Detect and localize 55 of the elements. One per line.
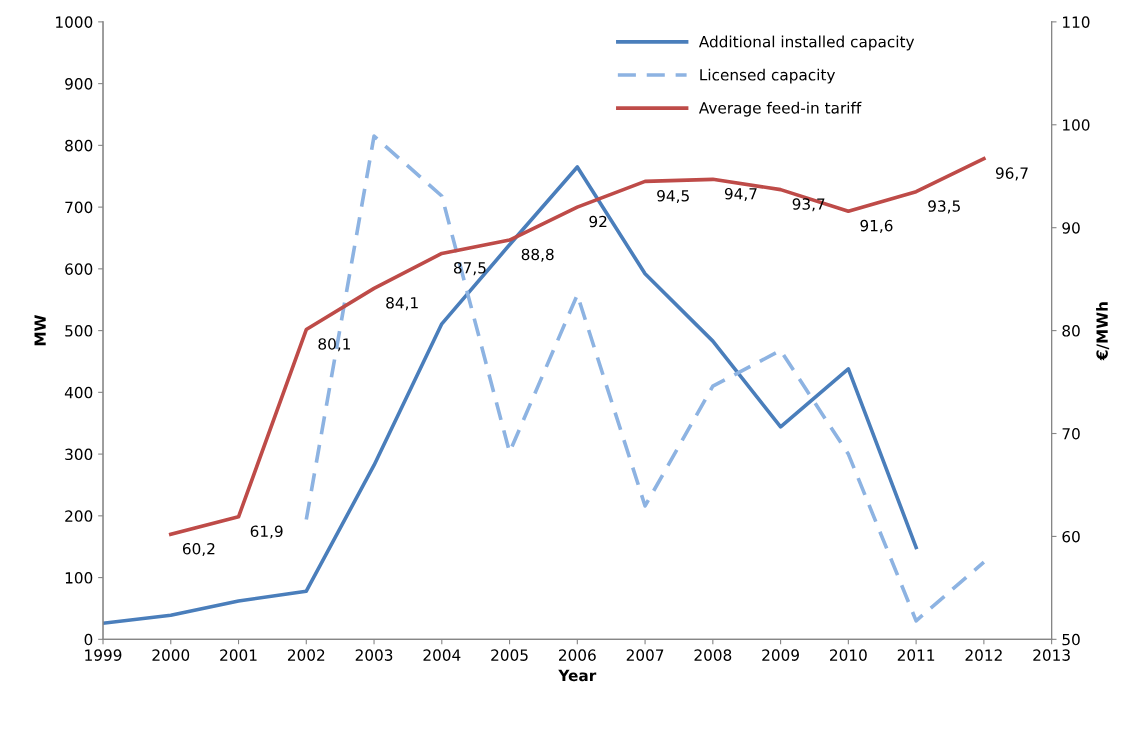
data-label: 80,1 [318, 338, 350, 352]
line-series [168, 156, 986, 537]
y-axis-title: MW [34, 315, 46, 346]
y2-tick-label: 80 [1062, 325, 1080, 337]
y-tick-label: 500 [65, 325, 93, 337]
data-label: 94,5 [657, 189, 689, 204]
data-label: 93,7 [792, 198, 825, 212]
data-label: 88,8 [521, 248, 554, 262]
y2-tick-label: 100 [1063, 119, 1090, 131]
x-axis-title: Year [558, 669, 597, 682]
y-tick-label: 0 [84, 633, 93, 646]
y-tick-label: 900 [65, 78, 93, 90]
y2-tick-label: 60 [1062, 530, 1080, 543]
y-tick-label: 700 [65, 201, 93, 214]
x-tick-label: 2003 [355, 649, 393, 661]
x-tick-label: 2005 [491, 649, 528, 661]
line-series [103, 165, 918, 626]
legend-label: Additional installed capacity [698, 35, 915, 51]
x-tick-label: 2010 [830, 649, 867, 661]
y2-tick-label: 90 [1062, 222, 1080, 234]
x-tick-label: 2002 [287, 649, 325, 661]
data-label: 92 [589, 215, 607, 228]
y2-tick-label: 70 [1062, 427, 1080, 440]
y-tick-label: 200 [65, 510, 93, 522]
data-label: 93,5 [928, 200, 960, 214]
y-tick-label: 400 [64, 386, 93, 399]
data-label: 87,5 [453, 262, 486, 276]
y-tick-label: 1000 [56, 16, 93, 28]
legend-label: Licensed capacity [700, 68, 836, 84]
data-label: 61,9 [250, 525, 283, 539]
y-tick-label: 300 [65, 448, 93, 461]
data-label: 91,6 [860, 219, 893, 233]
x-tick-label: 2001 [220, 649, 257, 661]
x-tick-label: 2011 [897, 649, 935, 661]
x-tick-label: 2012 [965, 649, 1002, 661]
y2-tick-label: 50 [1062, 633, 1080, 646]
y2-tick-label: 110 [1063, 16, 1090, 28]
x-tick-label: 2004 [423, 649, 461, 661]
line-series [304, 134, 986, 623]
x-tick-label: 2008 [694, 649, 732, 661]
x-tick-label: 2000 [152, 649, 190, 661]
x-tick-label: 2009 [762, 649, 799, 661]
x-tick-label: 1999 [85, 649, 122, 661]
y-tick-label: 600 [65, 263, 93, 275]
data-label: 96,7 [995, 167, 1028, 181]
y2-axis-title: €/MWh [1096, 302, 1110, 361]
data-label: 60,2 [182, 542, 215, 557]
data-label: 94,7 [724, 187, 757, 202]
y-tick-label: 800 [65, 139, 93, 152]
x-tick-label: 2006 [559, 649, 596, 661]
y-tick-label: 100 [65, 572, 93, 584]
x-tick-label: 2007 [626, 649, 664, 661]
data-label: 84,1 [386, 297, 418, 311]
x-tick-label: 2013 [1033, 649, 1070, 661]
legend-label: Average feed-in tariff [698, 101, 862, 117]
